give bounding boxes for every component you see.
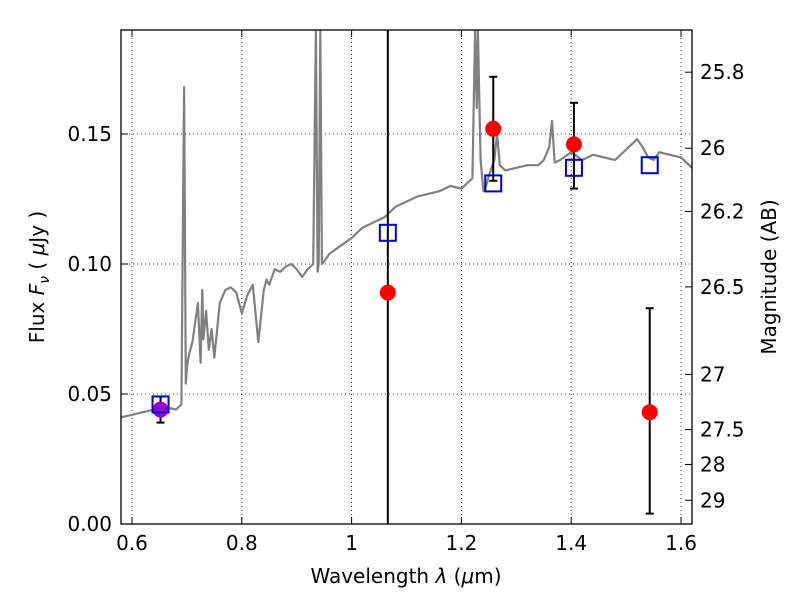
model-square xyxy=(564,158,583,177)
model-square xyxy=(640,156,659,175)
grid-lines xyxy=(121,30,692,525)
y2-tick-label: 28 xyxy=(700,452,725,476)
y2-tick-label: 27.5 xyxy=(700,418,745,442)
y-axis-ticks: 0.00 0.05 0.10 0.15 xyxy=(67,122,128,536)
model-square xyxy=(151,395,170,414)
y2-tick-label: 27 xyxy=(700,362,725,386)
y2-tick-label: 26.2 xyxy=(700,199,745,223)
y-axis-label: Flux Fν ( μJy ) xyxy=(25,211,53,343)
x-axis-ticks: 0.6 0.8 1 1.2 1.4 1.6 xyxy=(116,30,697,555)
y2-tick-label: 25.8 xyxy=(700,60,745,84)
model-square xyxy=(378,223,397,242)
x-tick-label: 0.8 xyxy=(226,531,258,555)
axes-frame xyxy=(120,29,693,525)
plot-area xyxy=(121,30,692,524)
model-square xyxy=(484,174,503,193)
y-tick-label: 0.10 xyxy=(67,252,112,276)
measured-point xyxy=(641,404,658,421)
y2-axis-ticks: 25.8 26 26.2 26.5 27 27.5 28 29 xyxy=(685,60,745,512)
y2-tick-label: 26.5 xyxy=(700,275,745,299)
measured-point xyxy=(565,136,582,153)
y-tick-label: 0.00 xyxy=(67,512,112,536)
x-tick-label: 1.4 xyxy=(555,531,587,555)
x-tick-label: 1 xyxy=(345,531,358,555)
template-spectrum-line xyxy=(121,30,692,419)
x-tick-label: 1.6 xyxy=(665,531,697,555)
y-tick-label: 0.15 xyxy=(67,122,112,146)
measured-point xyxy=(379,284,396,301)
measured-points xyxy=(152,120,658,421)
measured-point xyxy=(485,120,502,137)
x-tick-label: 0.6 xyxy=(116,531,148,555)
y2-tick-label: 29 xyxy=(700,488,725,512)
x-axis-label: Wavelength λ (μm) xyxy=(310,564,501,588)
y2-axis-label: Magnitude (AB) xyxy=(757,199,781,354)
x-tick-label: 1.2 xyxy=(445,531,477,555)
y-tick-label: 0.05 xyxy=(67,382,112,406)
special-point xyxy=(152,401,169,418)
y2-tick-label: 26 xyxy=(700,136,725,160)
model-squares xyxy=(151,156,659,414)
